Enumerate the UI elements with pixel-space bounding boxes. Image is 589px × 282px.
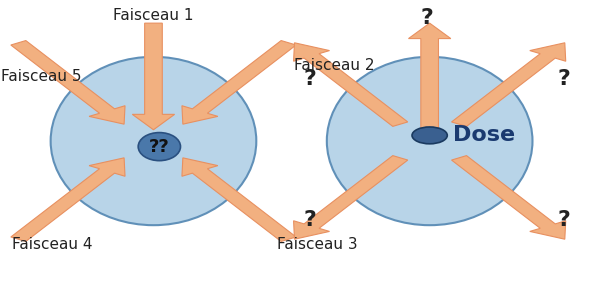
- Text: Faisceau 5: Faisceau 5: [1, 69, 81, 84]
- Circle shape: [412, 127, 447, 144]
- FancyArrow shape: [182, 158, 296, 241]
- Text: Faisceau 4: Faisceau 4: [12, 237, 93, 252]
- Ellipse shape: [51, 57, 256, 225]
- Text: Dose: Dose: [453, 125, 515, 146]
- Text: Faisceau 1: Faisceau 1: [113, 8, 194, 23]
- FancyArrow shape: [452, 43, 565, 126]
- FancyArrow shape: [11, 41, 125, 124]
- Text: Faisceau 3: Faisceau 3: [277, 237, 358, 252]
- FancyArrow shape: [133, 23, 174, 130]
- Ellipse shape: [138, 133, 180, 161]
- FancyArrow shape: [182, 41, 296, 124]
- FancyArrow shape: [452, 156, 565, 239]
- FancyArrow shape: [293, 156, 408, 239]
- Text: ?: ?: [303, 210, 316, 230]
- Text: ?: ?: [421, 8, 433, 28]
- FancyArrow shape: [293, 43, 408, 126]
- FancyArrow shape: [409, 23, 451, 130]
- Text: ?: ?: [558, 210, 571, 230]
- Ellipse shape: [327, 57, 532, 225]
- Text: ?: ?: [303, 69, 316, 89]
- FancyArrow shape: [11, 158, 125, 241]
- Text: ??: ??: [149, 138, 170, 156]
- Text: Faisceau 2: Faisceau 2: [294, 58, 375, 73]
- Text: ?: ?: [558, 69, 571, 89]
